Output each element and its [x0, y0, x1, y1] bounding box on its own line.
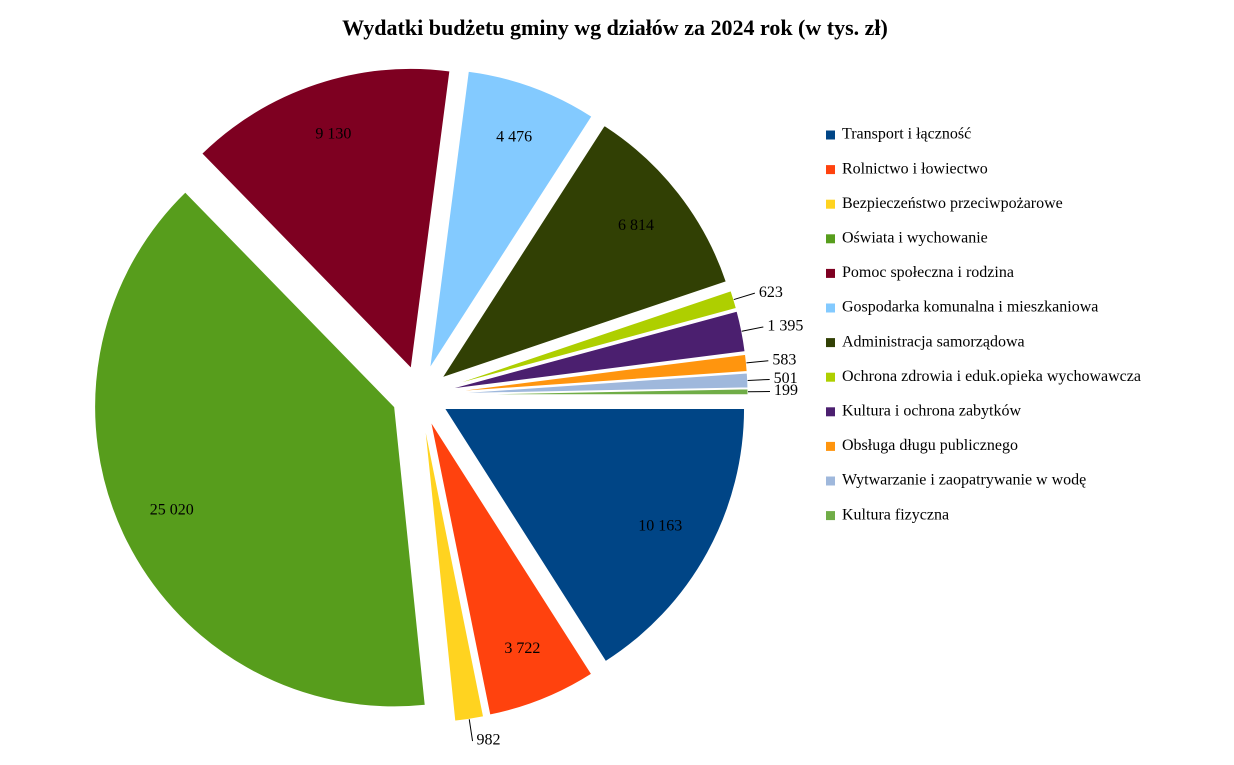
- legend-label: Wytwarzanie i zaopatrywanie w wodę: [842, 472, 1086, 489]
- data-label: 25 020: [150, 502, 194, 519]
- legend-swatch: [826, 441, 835, 451]
- pie-slice: [440, 124, 727, 379]
- legend-swatch: [826, 476, 835, 486]
- legend-swatch: [826, 303, 835, 313]
- data-label: 6 814: [618, 217, 654, 234]
- data-label: 501: [774, 370, 798, 387]
- legend-label: Ochrona zdrowia i eduk.opieka wychowawcz…: [842, 368, 1141, 385]
- pie-slice: [94, 191, 426, 708]
- legend-label: Gospodarka komunalna i mieszkaniowa: [842, 299, 1098, 316]
- legend-label: Kultura fizyczna: [842, 506, 949, 523]
- pie-slice: [447, 310, 746, 391]
- legend-swatch: [826, 199, 835, 209]
- pie-slice: [429, 420, 593, 716]
- data-label: 10 163: [638, 518, 682, 535]
- legend-label: Administracja samorządowa: [842, 333, 1025, 350]
- pie-slice: [447, 372, 749, 395]
- data-label: 982: [477, 732, 501, 749]
- data-label: 1 395: [767, 318, 803, 335]
- legend-swatch: [826, 165, 835, 175]
- data-label: 623: [759, 284, 783, 301]
- pie-slice: [429, 70, 593, 369]
- legend-label: Oświata i wychowanie: [842, 229, 988, 246]
- legend-label: Rolnictwo i łowiectwo: [842, 160, 988, 177]
- data-label: 3 722: [504, 640, 540, 657]
- legend-swatch: [826, 372, 835, 382]
- legend-swatch: [826, 234, 835, 244]
- pie-slice: [446, 290, 737, 388]
- legend-label: Pomoc społeczna i rodzina: [842, 264, 1014, 281]
- legend-swatch: [826, 130, 835, 140]
- leader-line: [746, 360, 769, 364]
- leader-line: [747, 378, 770, 381]
- data-label: 4 476: [496, 128, 532, 145]
- legend-swatch: [826, 511, 835, 521]
- data-label: 9 130: [315, 126, 351, 143]
- leader-line: [468, 719, 474, 742]
- legend-label: Transport i łączność: [842, 126, 971, 143]
- legend-swatch: [826, 407, 835, 417]
- pie-slice: [201, 67, 451, 370]
- legend-label: Kultura i ochrona zabytków: [842, 402, 1022, 419]
- chart-title: Wydatki budżetu gminy wg działów za 2024…: [342, 15, 888, 40]
- legend-swatch: [826, 268, 835, 278]
- leader-line: [741, 326, 764, 332]
- leader-line: [733, 292, 755, 301]
- legend-label: Obsługa długu publicznego: [842, 437, 1018, 454]
- data-label: 199: [774, 382, 798, 399]
- legend-swatch: [826, 338, 835, 348]
- data-label: 583: [772, 351, 796, 368]
- legend-label: Bezpieczeństwo przeciwpożarowe: [842, 195, 1063, 212]
- pie-slice: [443, 407, 746, 663]
